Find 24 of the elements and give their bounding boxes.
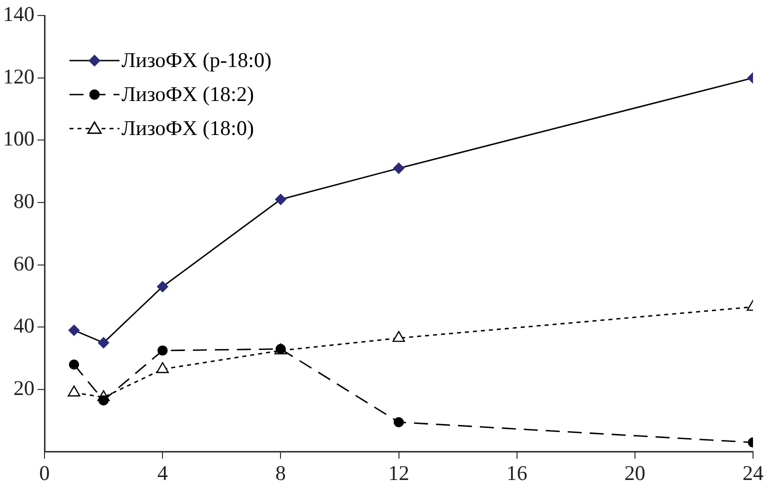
x-tick-label: 8 <box>275 460 286 485</box>
x-tick-label: 0 <box>39 460 50 485</box>
y-tick-label: 20 <box>14 376 34 400</box>
y-tick-label: 100 <box>3 126 34 151</box>
point <box>68 386 80 396</box>
y-tick-label: 140 <box>3 2 34 26</box>
point <box>157 345 168 356</box>
x-tick-label: 20 <box>624 460 646 485</box>
legend-label: ЛизоФХ (18:2) <box>122 82 254 106</box>
x-tick-label: 24 <box>742 460 764 485</box>
x-tick-label: 16 <box>506 460 528 485</box>
y-tick-label: 60 <box>14 251 34 276</box>
point <box>98 395 109 406</box>
legend-label: ЛизоФХ (18:0) <box>122 116 254 140</box>
point <box>392 330 405 342</box>
point <box>394 417 404 428</box>
point <box>68 359 80 370</box>
x-tick-label: 12 <box>388 460 410 485</box>
y-tick-label: 120 <box>3 64 34 88</box>
x-tick-label: 4 <box>157 460 168 485</box>
legend-label: ЛизоФХ (p-18:0) <box>122 48 272 72</box>
y-tick-label: 40 <box>14 314 34 338</box>
y-tick-label: 80 <box>14 189 34 214</box>
point <box>156 362 169 374</box>
